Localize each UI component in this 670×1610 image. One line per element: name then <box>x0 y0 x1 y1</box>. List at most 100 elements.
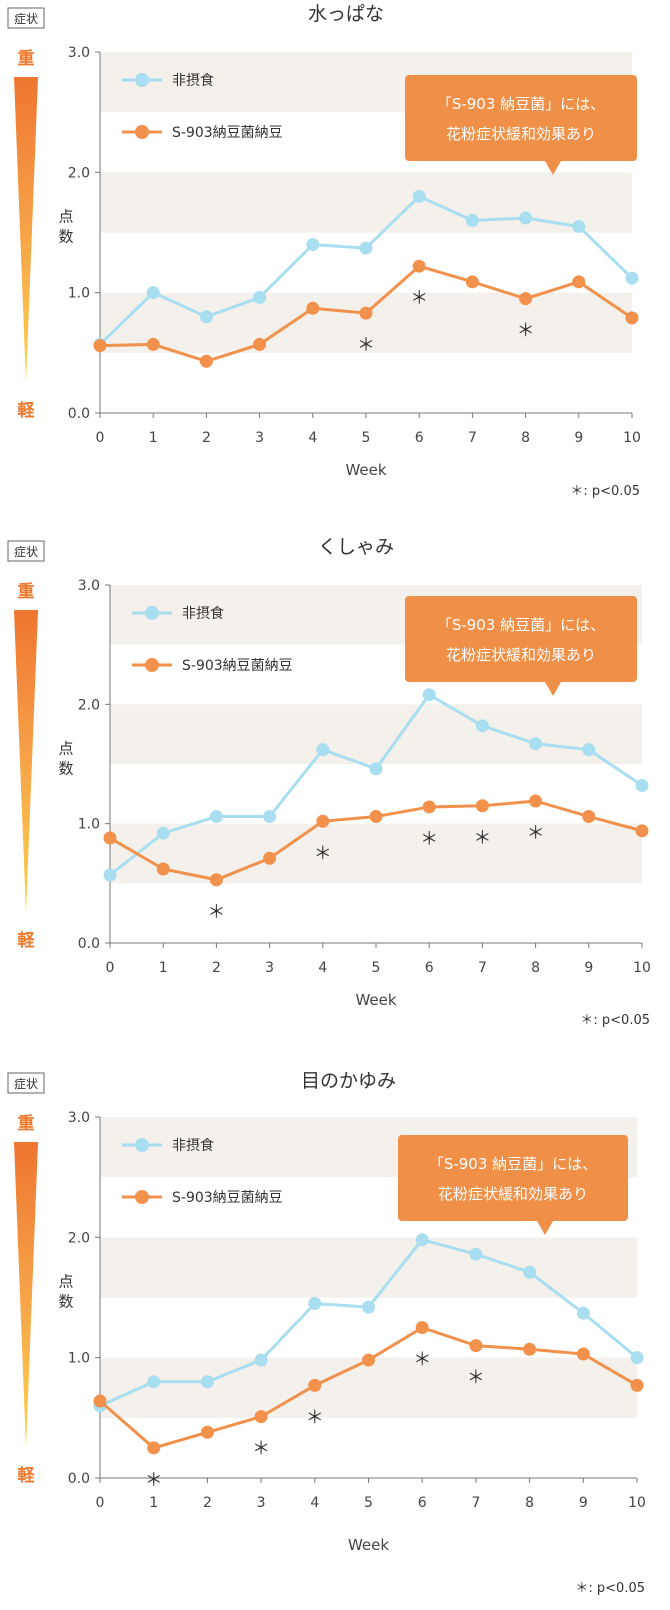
severity-badge-label: 症状 <box>14 1076 38 1091</box>
callout-line-1: 「S-903 納豆菌」には、 <box>429 1155 597 1173</box>
y-axis-label-1: 点 <box>58 208 73 226</box>
x-tick-label: 6 <box>418 1495 427 1511</box>
legend-label: 非摂食 <box>172 1137 214 1154</box>
legend-swatch-dot <box>145 658 159 672</box>
control-data-point <box>308 1297 322 1311</box>
significance-star: ＊ <box>413 1350 431 1371</box>
severity-high-label: 重 <box>18 48 35 69</box>
severity-low-label: 軽 <box>18 400 36 421</box>
severity-low-label: 軽 <box>18 930 36 951</box>
treatment-data-point <box>422 800 436 814</box>
x-tick-label: 1 <box>149 1495 158 1511</box>
x-tick-label: 3 <box>257 1495 266 1511</box>
legend: 非摂食 S-903納豆菌納豆 <box>132 605 293 674</box>
control-data-point <box>156 826 170 840</box>
legend-swatch-dot <box>135 73 149 87</box>
control-data-point <box>635 778 649 792</box>
x-tick-label: 1 <box>159 960 168 976</box>
control-data-point <box>630 1351 644 1365</box>
legend-swatch-dot <box>135 1138 149 1152</box>
x-axis-label: Week <box>355 991 396 1009</box>
control-data-point <box>209 810 223 824</box>
significance-star: ＊ <box>527 823 545 844</box>
treatment-data-point <box>415 1321 429 1335</box>
severity-badge-box <box>7 7 45 29</box>
control-data-point <box>625 271 639 285</box>
grid-band <box>100 292 632 353</box>
significance-star: ＊ <box>357 335 375 356</box>
significance-star: ＊ <box>145 1470 163 1491</box>
treatment-data-point <box>254 1410 268 1424</box>
significance-star: ＊ <box>207 902 225 923</box>
legend-label: 非摂食 <box>172 72 214 89</box>
y-tick-label: 0.0 <box>68 406 90 422</box>
treatment-data-point <box>630 1378 644 1392</box>
x-tick-label: 1 <box>149 430 158 446</box>
chart-title: 水っぱな <box>308 3 384 25</box>
significance-star: ＊ <box>517 321 535 342</box>
severity-badge: 症状 <box>7 540 45 562</box>
treatment-data-point <box>362 1353 375 1367</box>
control-data-point <box>103 868 117 882</box>
treatment-data-point <box>146 337 160 351</box>
callout-line-2: 花粉症状緩和効果あり <box>438 1185 588 1203</box>
grid-band <box>100 172 632 233</box>
severity-badge: 症状 <box>7 1072 45 1094</box>
x-tick-label: 8 <box>531 960 540 976</box>
significance-star: ＊ <box>252 1439 270 1460</box>
treatment-data-point <box>529 794 543 808</box>
control-data-point <box>469 1247 483 1261</box>
y-tick-label: 3.0 <box>68 45 90 61</box>
x-tick-label: 6 <box>415 430 424 446</box>
significance-note: ＊: p<0.05 <box>575 1581 645 1596</box>
legend-swatch-dot <box>145 606 159 620</box>
control-data-point <box>362 1300 375 1314</box>
y-axis-label-2: 数 <box>58 1293 73 1311</box>
y-tick-label: 0.0 <box>68 1471 90 1487</box>
x-tick-label: 10 <box>623 430 641 446</box>
control-data-point <box>316 743 330 757</box>
treatment-data-point <box>582 810 596 824</box>
grid-band <box>100 1357 637 1418</box>
x-tick-label: 4 <box>318 960 327 976</box>
severity-gradient-wedge <box>14 1142 38 1448</box>
legend-label: 非摂食 <box>182 605 224 622</box>
significance-note: ＊: p<0.05 <box>580 1013 650 1028</box>
callout-line-2: 花粉症状緩和効果あり <box>446 125 596 143</box>
treatment-data-point <box>308 1378 322 1392</box>
treatment-data-point <box>475 799 489 813</box>
severity-gradient-wedge <box>14 77 38 383</box>
treatment-data-point <box>572 275 586 289</box>
control-data-point <box>254 1353 268 1367</box>
y-tick-label: 2.0 <box>78 697 100 713</box>
control-data-point <box>263 810 277 824</box>
legend: 非摂食 S-903納豆菌納豆 <box>122 72 283 141</box>
treatment-data-point <box>147 1441 161 1455</box>
callout-line-1: 「S-903 納豆菌」には、 <box>437 616 605 634</box>
treatment-data-point <box>306 301 320 315</box>
x-tick-label: 5 <box>372 960 381 976</box>
control-data-point <box>465 213 479 227</box>
x-tick-label: 4 <box>308 430 317 446</box>
treatment-data-point <box>263 851 277 865</box>
treatment-data-point <box>156 862 170 876</box>
severity-high-label: 重 <box>18 1113 35 1134</box>
x-tick-label: 2 <box>203 1495 212 1511</box>
treatment-data-point <box>199 354 213 368</box>
legend-label: S-903納豆菌納豆 <box>172 1190 283 1206</box>
control-data-point <box>253 290 267 304</box>
x-tick-label: 8 <box>521 430 530 446</box>
treatment-data-point <box>465 275 479 289</box>
grid-band <box>100 1237 637 1298</box>
x-tick-label: 7 <box>478 960 487 976</box>
x-tick-label: 7 <box>468 430 477 446</box>
y-tick-label: 0.0 <box>78 936 100 952</box>
x-tick-label: 3 <box>255 430 264 446</box>
x-tick-label: 7 <box>471 1495 480 1511</box>
x-axis-label: Week <box>348 1536 389 1554</box>
severity-gradient-wedge <box>14 610 38 913</box>
callout-box <box>405 596 637 682</box>
y-axis-label-2: 数 <box>58 759 73 777</box>
